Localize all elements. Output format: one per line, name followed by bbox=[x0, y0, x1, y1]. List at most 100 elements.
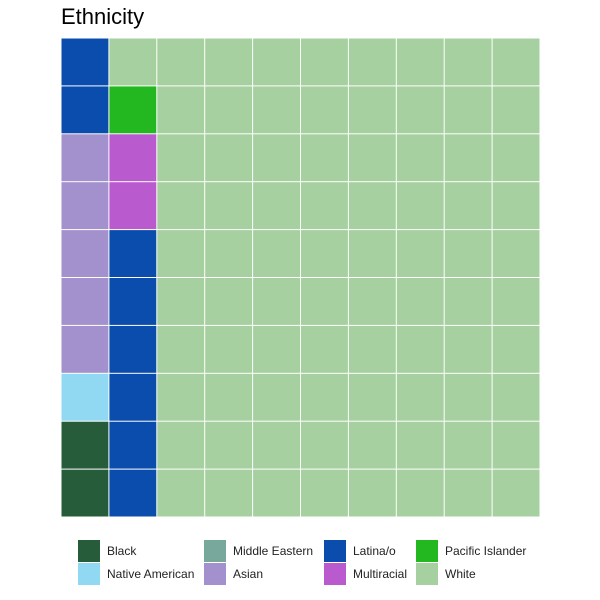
waffle-cell-latina-o bbox=[109, 469, 157, 517]
waffle-cell-white bbox=[444, 278, 492, 325]
waffle-cell-white bbox=[348, 373, 396, 421]
waffle-cell-white bbox=[253, 278, 300, 325]
waffle-cell-white bbox=[157, 421, 205, 469]
waffle-cell-asian bbox=[61, 278, 109, 325]
legend-swatch-multiracial bbox=[324, 563, 346, 585]
chart-title: Ethnicity bbox=[61, 4, 145, 29]
waffle-cell-white bbox=[301, 182, 348, 230]
waffle-cell-white bbox=[301, 469, 348, 517]
legend-item-native-american: Native American bbox=[78, 563, 194, 585]
waffle-cell-white bbox=[205, 134, 253, 182]
waffle-cell-white bbox=[301, 421, 348, 469]
waffle-cell-white bbox=[396, 38, 444, 86]
waffle-cell-latina-o bbox=[109, 230, 157, 277]
waffle-cell-asian bbox=[61, 230, 109, 277]
waffle-cell-white bbox=[348, 86, 396, 134]
waffle-cell-white bbox=[492, 278, 540, 325]
legend-item-middle-eastern: Middle Eastern bbox=[204, 540, 313, 562]
waffle-cell-white bbox=[205, 230, 253, 277]
waffle-cell-white bbox=[205, 38, 253, 86]
legend-label-middle-eastern: Middle Eastern bbox=[233, 544, 314, 558]
waffle-cell-white bbox=[396, 469, 444, 517]
waffle-cell-white bbox=[492, 86, 540, 134]
waffle-cell-white bbox=[301, 278, 348, 325]
legend-swatch-latina-o bbox=[324, 540, 346, 562]
waffle-cell-white bbox=[492, 373, 540, 421]
waffle-cell-white bbox=[396, 86, 444, 134]
legend-item-pacific-islander: Pacific Islander bbox=[416, 540, 526, 562]
waffle-cell-latina-o bbox=[61, 38, 109, 86]
waffle-cell-white bbox=[253, 86, 300, 134]
legend-swatch-asian bbox=[204, 563, 226, 585]
waffle-cell-native-american bbox=[61, 373, 109, 421]
legend-item-white: White bbox=[416, 563, 476, 585]
waffle-cell-white bbox=[396, 278, 444, 325]
waffle-cell-white bbox=[301, 38, 348, 86]
waffle-cell-white bbox=[253, 421, 300, 469]
waffle-cell-white bbox=[157, 278, 205, 325]
waffle-cell-white bbox=[157, 134, 205, 182]
waffle-cell-white bbox=[348, 38, 396, 86]
waffle-cell-asian bbox=[61, 182, 109, 230]
waffle-cell-white bbox=[205, 325, 253, 373]
waffle-cell-white bbox=[444, 134, 492, 182]
waffle-cell-white bbox=[301, 134, 348, 182]
waffle-cell-white bbox=[492, 230, 540, 277]
waffle-cell-white bbox=[157, 230, 205, 277]
waffle-cell-white bbox=[492, 38, 540, 86]
legend-swatch-middle-eastern bbox=[204, 540, 226, 562]
waffle-cell-white bbox=[109, 38, 157, 86]
waffle-cell-white bbox=[444, 230, 492, 277]
waffle-cell-white bbox=[444, 38, 492, 86]
legend-label-multiracial: Multiracial bbox=[353, 567, 408, 581]
waffle-cell-white bbox=[396, 325, 444, 373]
waffle-cell-white bbox=[301, 86, 348, 134]
waffle-cell-white bbox=[301, 230, 348, 277]
waffle-cell-latina-o bbox=[61, 86, 109, 134]
waffle-cell-white bbox=[396, 134, 444, 182]
waffle-cell-black bbox=[61, 469, 109, 517]
waffle-chart bbox=[61, 38, 540, 517]
waffle-cell-pacific-islander bbox=[109, 86, 157, 134]
legend-swatch-pacific-islander bbox=[416, 540, 438, 562]
waffle-cell-white bbox=[253, 38, 300, 86]
waffle-cell-white bbox=[396, 421, 444, 469]
waffle-cell-white bbox=[157, 86, 205, 134]
legend-label-native-american: Native American bbox=[107, 567, 195, 581]
waffle-cell-white bbox=[253, 373, 300, 421]
waffle-cell-asian bbox=[61, 134, 109, 182]
legend-item-latina-o: Latina/o bbox=[324, 540, 396, 562]
legend-label-latina-o: Latina/o bbox=[353, 544, 396, 558]
waffle-cell-white bbox=[444, 469, 492, 517]
waffle-cell-white bbox=[157, 469, 205, 517]
waffle-cell-white bbox=[492, 134, 540, 182]
waffle-cell-latina-o bbox=[109, 421, 157, 469]
waffle-cell-white bbox=[396, 230, 444, 277]
legend-label-white: White bbox=[445, 567, 476, 581]
waffle-cell-white bbox=[492, 325, 540, 373]
legend-label-pacific-islander: Pacific Islander bbox=[445, 544, 527, 558]
waffle-cell-white bbox=[157, 325, 205, 373]
legend-item-black: Black bbox=[78, 540, 136, 562]
legend: Black Native American Middle Eastern Asi… bbox=[78, 540, 548, 586]
waffle-cell-white bbox=[253, 325, 300, 373]
legend-label-asian: Asian bbox=[233, 567, 264, 581]
legend-swatch-native-american bbox=[78, 563, 100, 585]
waffle-cell-white bbox=[492, 182, 540, 230]
waffle-cell-white bbox=[492, 469, 540, 517]
waffle-cell-white bbox=[205, 278, 253, 325]
waffle-cell-black bbox=[61, 421, 109, 469]
waffle-cell-white bbox=[348, 325, 396, 373]
waffle-cell-white bbox=[301, 325, 348, 373]
legend-swatch-black bbox=[78, 540, 100, 562]
waffle-cell-white bbox=[157, 373, 205, 421]
waffle-cells bbox=[61, 38, 540, 517]
waffle-cell-latina-o bbox=[109, 373, 157, 421]
waffle-cell-white bbox=[444, 182, 492, 230]
waffle-cell-white bbox=[444, 86, 492, 134]
legend-item-asian: Asian bbox=[204, 563, 263, 585]
waffle-cell-white bbox=[157, 38, 205, 86]
waffle-cell-white bbox=[348, 469, 396, 517]
waffle-cell-white bbox=[396, 182, 444, 230]
waffle-cell-white bbox=[157, 182, 205, 230]
